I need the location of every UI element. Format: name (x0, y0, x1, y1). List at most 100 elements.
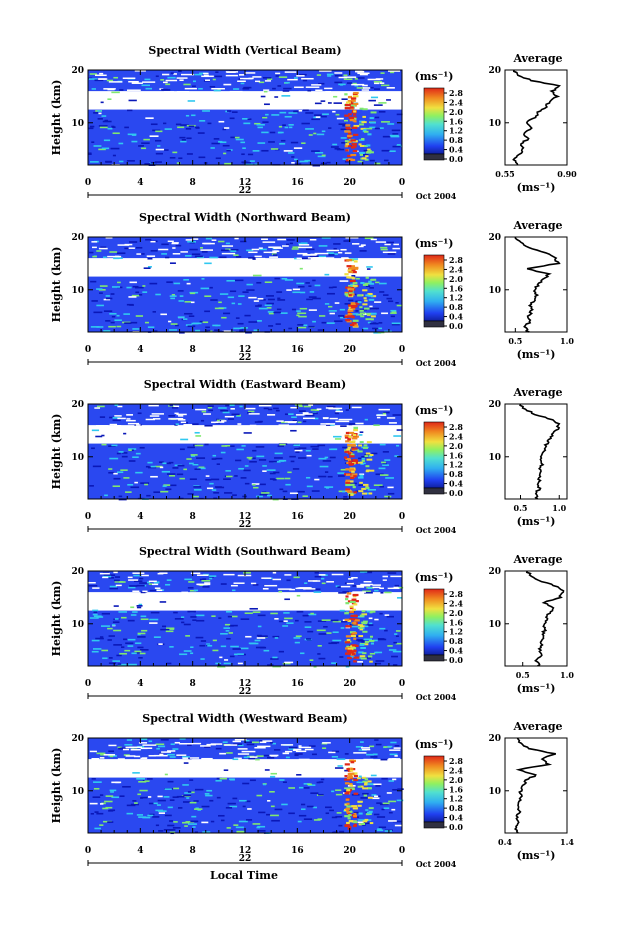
heatmap-cell (382, 412, 387, 415)
heatmap-cell (109, 789, 117, 792)
heatmap-cell (154, 465, 163, 468)
heatmap-cell (344, 303, 352, 305)
heatmap-cell (341, 620, 348, 623)
heatmap-cell (204, 262, 212, 265)
heatmap-gap (158, 248, 169, 251)
heatmap-cell (344, 107, 351, 110)
heatmap-cell (111, 91, 120, 94)
heatmap-cell (346, 320, 352, 323)
heatmap-cell (366, 458, 373, 461)
heatmap-cell (303, 324, 308, 327)
heatmap-cell (345, 483, 351, 487)
heatmap-gap (325, 90, 332, 93)
panel-title: Spectral Width (Vertical Beam) (148, 44, 341, 57)
colorbar-tick-label: 2.4 (449, 765, 463, 775)
heatmap-gap (264, 80, 272, 82)
heatmap-cell (379, 291, 385, 293)
heatmap-gap (189, 757, 200, 759)
heatmap-gap (363, 581, 372, 583)
heatmap-cell (108, 468, 113, 470)
heatmap-cell (344, 763, 350, 766)
colorbar-tick-label: 0.4 (449, 646, 463, 656)
heatmap-cell (291, 248, 299, 250)
heatmap-cell (107, 98, 112, 100)
heatmap-cell (394, 633, 398, 635)
heatmap-cell (392, 650, 402, 653)
heatmap-cell (91, 88, 96, 90)
heatmap-cell (133, 580, 143, 583)
heatmap-cell (351, 473, 358, 476)
heatmap-cell (179, 136, 186, 139)
heatmap-cell (194, 468, 201, 471)
heatmap-cell (277, 445, 284, 447)
heatmap-cell (344, 434, 350, 437)
heatmap-cell (89, 125, 95, 128)
heatmap-cell (143, 267, 151, 270)
heatmap-cell (118, 451, 124, 453)
heatmap-cell (297, 324, 304, 326)
heatmap-cell (169, 799, 175, 801)
heatmap-cell (93, 611, 98, 614)
heatmap-cell (284, 477, 291, 480)
heatmap-cell (301, 122, 310, 125)
heatmap-cell (240, 240, 247, 243)
heatmap-cell (325, 812, 330, 815)
heatmap-cell (334, 302, 340, 304)
heatmap-cell (344, 792, 350, 795)
heatmap-cell (350, 158, 356, 162)
heatmap-cell (180, 608, 184, 610)
heatmap-cell (383, 807, 390, 809)
heatmap-cell (362, 108, 368, 111)
heatmap-cell (165, 627, 175, 630)
heatmap-cell (215, 662, 222, 665)
heatmap-cell (267, 664, 274, 666)
heatmap-cell (247, 153, 254, 156)
heatmap-cell (176, 162, 181, 164)
heatmap-cell (367, 655, 373, 658)
heatmap-cell (343, 240, 350, 242)
heatmap-cell (336, 812, 342, 814)
heatmap-gap (388, 70, 401, 72)
heatmap-cell (231, 413, 240, 416)
heatmap-cell (252, 258, 256, 260)
heatmap-cell (139, 582, 147, 584)
heatmap-cell (101, 802, 106, 805)
heatmap-gap (117, 244, 130, 246)
heatmap-cell (386, 615, 394, 618)
heatmap-cell (345, 149, 349, 152)
heatmap-cell (230, 136, 239, 139)
heatmap-cell (164, 814, 172, 817)
heatmap-gap (351, 83, 365, 86)
heatmap-cell (326, 73, 334, 76)
heatmap-cell (192, 80, 196, 83)
heatmap-cell (324, 471, 329, 473)
heatmap-cell (136, 606, 142, 609)
heatmap-cell (285, 483, 291, 486)
heatmap-cell (368, 469, 375, 472)
heatmap-cell (228, 625, 234, 627)
heatmap-cell (312, 806, 317, 809)
heatmap-cell (296, 314, 300, 317)
heatmap-cell (148, 802, 156, 805)
heatmap-cell (146, 581, 151, 584)
heatmap-cell (343, 74, 348, 77)
heatmap-gap (338, 251, 343, 254)
heatmap-cell (353, 778, 359, 781)
heatmap-cell (350, 656, 355, 658)
heatmap-cell (299, 160, 309, 163)
heatmap-gap (262, 740, 273, 742)
heatmap-cell (318, 633, 327, 635)
heatmap-cell (384, 830, 393, 832)
average-y-tick-label: 20 (488, 567, 501, 577)
heatmap-cell (138, 603, 143, 606)
x-tick-label: 0 (399, 345, 405, 355)
heatmap-cell (388, 422, 397, 424)
heatmap-cell (327, 75, 332, 77)
heatmap-cell (103, 330, 111, 332)
heatmap-lower-band (88, 443, 402, 499)
heatmap-cell (179, 295, 184, 297)
heatmap-cell (162, 625, 167, 628)
heatmap-cell (120, 469, 128, 471)
heatmap-cell (346, 638, 351, 642)
heatmap-cell (218, 301, 222, 304)
